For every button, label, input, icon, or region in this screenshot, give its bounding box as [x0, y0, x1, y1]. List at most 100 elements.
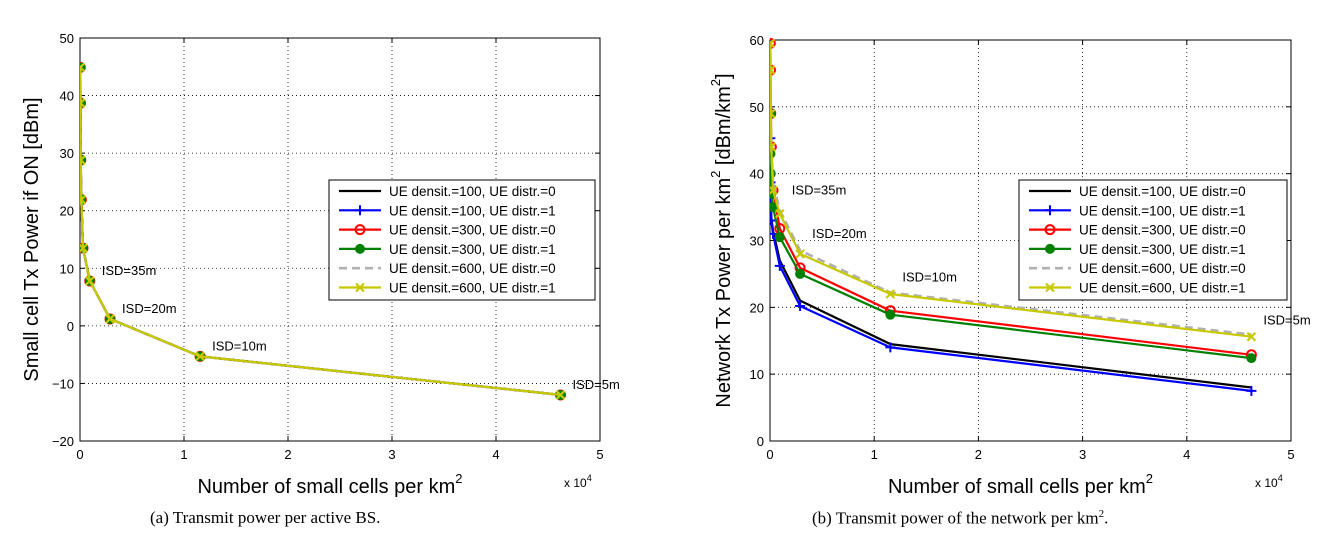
- y-tick-label-b-4: 40: [750, 167, 764, 182]
- chart-a: 0 1 2 3 4 5 −20 −10 0 10 20 30 40 50 x 104 Number of sm…: [21, 31, 620, 498]
- series-point-b-3-6: [795, 268, 806, 279]
- annotation-b-1: ISD=20m: [812, 226, 867, 241]
- series-point-b-5-8: [1246, 331, 1257, 342]
- series-point-b-3-8: [1246, 353, 1257, 364]
- caption-b-text: (b) Transmit power of the network per km: [812, 508, 1099, 528]
- x-tick-label-b-3: 3: [1079, 447, 1086, 462]
- caption-b-end: .: [1104, 508, 1109, 528]
- legend-label-b-2: UE densit.=300, UE distr.=0: [1079, 223, 1246, 238]
- legend-label-b-3: UE densit.=300, UE distr.=1: [1079, 242, 1246, 257]
- x-tick-label-b-0: 0: [766, 447, 773, 462]
- legend-box-a: [328, 179, 596, 301]
- legend-marker-b-5: [1045, 282, 1055, 293]
- legend-marker-a-1: [355, 205, 365, 216]
- x-multiplier-a: x 104: [564, 473, 592, 490]
- annotation-b-2: ISD=10m: [902, 269, 957, 284]
- series-point-b-1-5: [774, 260, 785, 271]
- annotation-a-1: ISD=20m: [122, 301, 177, 316]
- x-multiplier-b: x 104: [1255, 473, 1283, 490]
- x-axis-label-sup-a: 2: [455, 471, 462, 486]
- series-point-a-5-3: [80, 194, 87, 205]
- legend-label-a-5: UE densit.=600, UE distr.=1: [389, 281, 556, 296]
- annotation-a-2: ISD=10m: [212, 338, 267, 353]
- x-tick-label-a-4: 4: [492, 447, 499, 462]
- annotation-a-3: ISD=5m: [572, 377, 619, 392]
- y-axis-label-sup-b: 2: [708, 171, 723, 178]
- legend-a: UE densit.=100, UE distr.=0 UE densit.=10…: [328, 179, 596, 301]
- legend-label-b-1: UE densit.=100, UE distr.=1: [1079, 203, 1246, 218]
- annotation-a-0: ISD=35m: [102, 263, 157, 278]
- y-tick-label-b-3: 30: [750, 234, 764, 249]
- y-tick-label-b-2: 20: [750, 300, 764, 315]
- caption-b-sup: 2: [1098, 508, 1105, 520]
- y-tick-label-b-5: 50: [750, 100, 764, 115]
- y-axis-label-a: Small cell Tx Power if ON [dBm]: [21, 97, 43, 381]
- legend-label-a-3: UE densit.=300, UE distr.=1: [389, 242, 556, 257]
- series-group-b: [770, 37, 1257, 396]
- x-multiplier-sup-b: 4: [1278, 473, 1283, 483]
- series-group-a: [80, 61, 566, 401]
- y-tick-label-b-0: 0: [757, 434, 764, 449]
- series-point-b-5-5: [775, 208, 785, 219]
- y-tick-label-a-7: 50: [60, 31, 74, 46]
- series-point-b-3-7: [885, 309, 896, 320]
- series-point-a-5-2: [80, 155, 86, 165]
- y-tick-label-a-2: 0: [67, 319, 74, 334]
- legend-label-b-0: UE densit.=100, UE distr.=0: [1079, 184, 1246, 199]
- series-point-b-1-7: [885, 342, 896, 353]
- x-tick-label-a-1: 1: [180, 447, 187, 462]
- y-tick-label-a-1: −10: [52, 376, 74, 391]
- legend-label-a-4: UE densit.=600, UE distr.=0: [389, 261, 556, 276]
- legend-label-a-0: UE densit.=100, UE distr.=0: [389, 184, 556, 199]
- series-point-b-5-0: [770, 38, 776, 49]
- caption-a-text: (a) Transmit power per active BS.: [150, 508, 381, 527]
- series-point-b-1-6: [795, 300, 806, 311]
- series-point-b-1-8: [1246, 385, 1257, 396]
- plot-frame-a: [79, 37, 601, 442]
- x-axis-label-b: Number of small cells per km2: [888, 471, 1153, 498]
- series-point-b-1-3: [770, 215, 777, 226]
- x-multiplier-sup-a: 4: [587, 473, 592, 483]
- series-point-a-5-6: [105, 314, 115, 324]
- series-point-b-5-4: [770, 185, 778, 196]
- caption-b: (b) Transmit power of the network per km…: [812, 508, 1108, 529]
- x-tick-label-b-4: 4: [1183, 447, 1190, 462]
- y-tick-label-a-4: 20: [60, 204, 74, 219]
- legend-marker-b-1: [1045, 205, 1055, 216]
- y-tick-label-a-6: 40: [60, 89, 74, 104]
- legend-label-a-1: UE densit.=100, UE distr.=1: [389, 203, 556, 218]
- annotation-b-0: ISD=35m: [792, 182, 847, 197]
- legend-marker-b-2: [1044, 224, 1056, 236]
- legend-b: UE densit.=100, UE distr.=0 UE densit.=10…: [1018, 179, 1288, 301]
- x-tick-label-a-2: 2: [284, 447, 291, 462]
- y-tick-label-b-1: 10: [750, 367, 764, 382]
- y-tick-label-b-6: 60: [750, 33, 764, 48]
- x-tick-label-a-5: 5: [596, 447, 603, 462]
- series-point-b-5-7: [885, 289, 896, 299]
- y-tick-label-a-3: 10: [60, 261, 74, 276]
- y-axis-label-b: Network Tx Power per km2 [dBm/km2]: [708, 73, 735, 407]
- x-tick-label-b-5: 5: [1287, 447, 1294, 462]
- legend-marker-b-3: [1045, 243, 1055, 254]
- series-point-a-5-5: [84, 276, 95, 286]
- annotation-b-3: ISD=5m: [1263, 313, 1310, 328]
- x-axis-label-a: Number of small cells per km2: [197, 471, 462, 498]
- figure-b: 0 1 2 3 4 5 0 10 20 30 40 50 60 x 104 Number of small …: [690, 0, 1338, 544]
- x-tick-label-a-0: 0: [76, 447, 83, 462]
- y-tick-label-a-5: 30: [60, 146, 74, 161]
- legend-marker-a-2: [354, 224, 366, 236]
- x-tick-label-b-1: 1: [871, 447, 878, 462]
- series-point-a-5-1: [80, 98, 86, 108]
- caption-a: (a) Transmit power per active BS.: [150, 508, 380, 528]
- legend-label-b-4: UE densit.=600, UE distr.=0: [1079, 261, 1246, 276]
- figure-a: 0 1 2 3 4 5 −20 −10 0 10 20 30 40 50 x 104 Number of sm…: [0, 0, 640, 544]
- series-point-b-5-1: [770, 65, 776, 75]
- legend-label-a-2: UE densit.=300, UE distr.=0: [389, 223, 556, 238]
- y-axis-label-rest-sup-b: 2: [708, 79, 723, 86]
- x-tick-label-a-3: 3: [388, 447, 395, 462]
- series-point-b-5-2: [770, 108, 776, 119]
- y-tick-label-a-0: −20: [52, 434, 74, 449]
- series-point-b-3-5: [774, 232, 785, 243]
- legend-label-b-5: UE densit.=600, UE distr.=1: [1079, 281, 1246, 296]
